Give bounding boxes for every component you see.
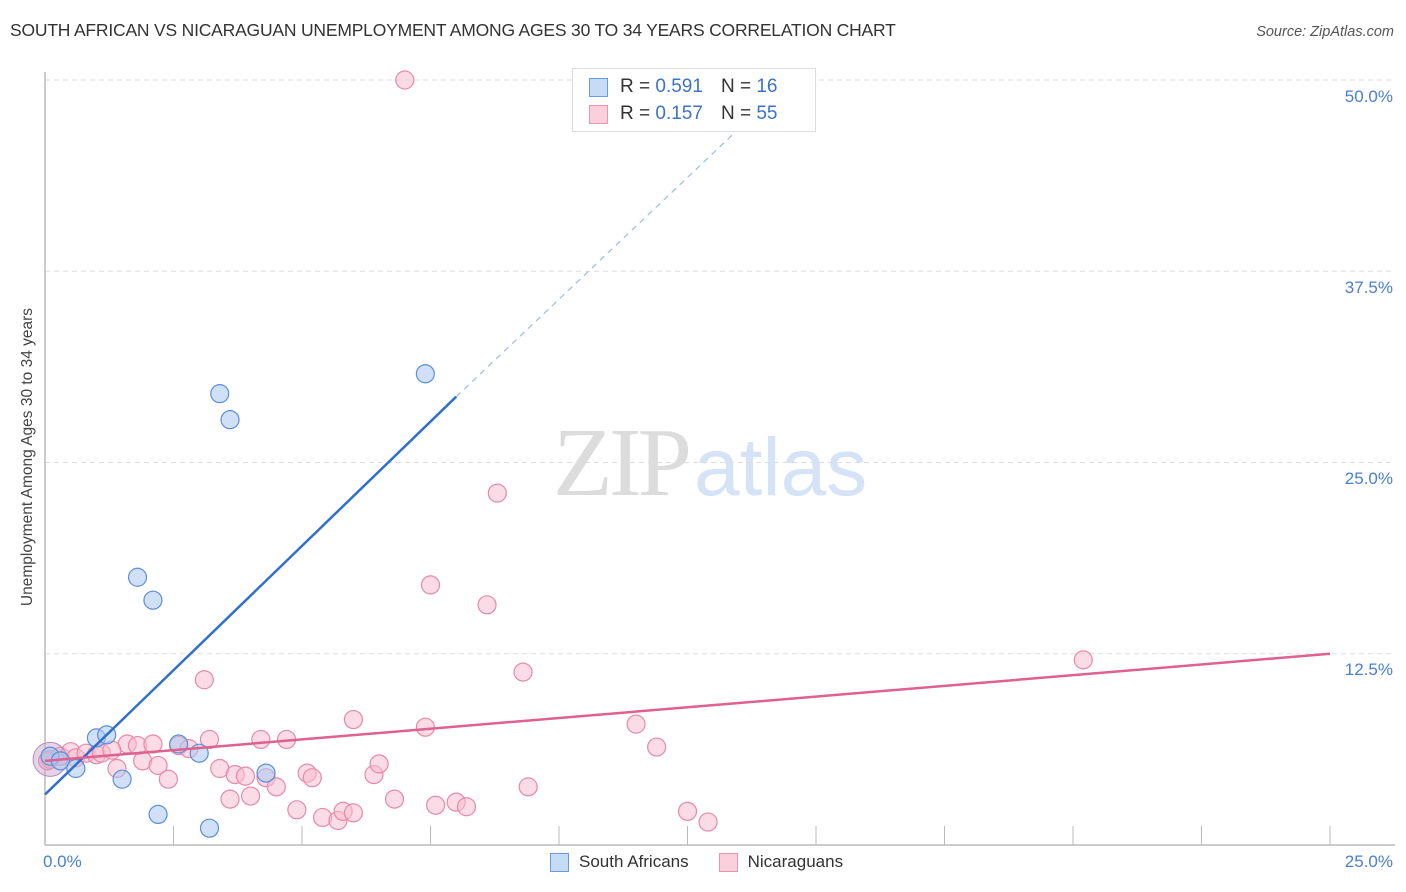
watermark-atlas: atlas — [694, 422, 868, 513]
r-label: R = — [620, 103, 651, 124]
south-africans-points — [40, 364, 435, 838]
y-tick-50: 50.0% — [1344, 87, 1393, 106]
data-point-south-africans[interactable] — [210, 384, 230, 404]
legend-label: Nicaraguans — [747, 852, 844, 871]
data-point-nicaraguans[interactable] — [158, 769, 178, 789]
data-point-nicaraguans[interactable] — [312, 807, 333, 828]
data-point-nicaraguans[interactable] — [199, 729, 220, 750]
data-point-south-africans[interactable] — [199, 818, 220, 838]
data-point-nicaraguans[interactable] — [251, 729, 271, 750]
legend-row-nicaraguans: R = 0.157 N = 55 — [589, 103, 777, 125]
x-tick-0: 0.0% — [43, 852, 82, 871]
data-point-nicaraguans[interactable] — [518, 777, 538, 797]
blue-swatch-icon — [550, 852, 569, 872]
legend-item-nicaraguans[interactable]: Nicaraguans — [718, 852, 844, 872]
data-point-nicaraguans[interactable] — [266, 777, 286, 797]
data-point-nicaraguans[interactable] — [647, 737, 667, 757]
south-africans-trendline — [44, 395, 458, 796]
n-label: N = — [720, 76, 752, 97]
n-label: N = — [720, 103, 752, 124]
data-point-nicaraguans[interactable] — [384, 789, 405, 809]
source-label: Source: ZipAtlas.com — [1256, 24, 1394, 40]
legend-item-south-africans[interactable]: South Africans — [550, 852, 689, 872]
data-point-nicaraguans[interactable] — [698, 812, 718, 832]
x-tick-25: 25.0% — [1344, 852, 1393, 871]
data-point-south-africans[interactable] — [66, 758, 86, 779]
data-point-nicaraguans[interactable] — [235, 766, 256, 786]
data-point-south-africans[interactable] — [415, 364, 435, 384]
y-tick-37-5: 37.5% — [1344, 278, 1393, 297]
blue-swatch-icon — [589, 77, 608, 97]
pink-swatch-icon — [589, 104, 608, 124]
r-value: 0.591 — [655, 76, 703, 97]
nicaraguans-trendline — [44, 652, 1331, 763]
r-label: R = — [620, 76, 651, 97]
pink-swatch-icon — [718, 852, 738, 872]
data-point-south-africans[interactable] — [112, 769, 132, 789]
chart-title: SOUTH AFRICAN VS NICARAGUAN UNEMPLOYMENT… — [10, 20, 896, 40]
correlation-legend: R = 0.591 N = 16 R = 0.157 N = 55 — [572, 68, 816, 132]
data-point-nicaraguans[interactable] — [477, 595, 497, 615]
data-point-nicaraguans[interactable] — [456, 797, 477, 817]
data-point-nicaraguans[interactable] — [220, 789, 240, 809]
r-value: 0.157 — [655, 103, 703, 124]
y-axis-label: Unemployment Among Ages 30 to 34 years — [19, 307, 36, 607]
data-point-nicaraguans[interactable] — [343, 803, 363, 823]
data-point-nicaraguans[interactable] — [677, 801, 698, 821]
data-point-nicaraguans[interactable] — [369, 754, 389, 774]
data-point-nicaraguans[interactable] — [148, 755, 168, 776]
y-tick-25: 25.0% — [1344, 469, 1393, 488]
data-point-nicaraguans[interactable] — [194, 670, 214, 690]
trendlines — [44, 79, 1331, 796]
n-value: 16 — [756, 76, 778, 97]
legend-row-south-africans: R = 0.591 N = 16 — [589, 76, 777, 98]
data-point-south-africans[interactable] — [256, 763, 276, 783]
data-point-nicaraguans[interactable] — [487, 483, 507, 503]
data-point-nicaraguans[interactable] — [513, 662, 533, 682]
data-point-nicaraguans[interactable] — [426, 795, 446, 815]
y-tick-12-5: 12.5% — [1344, 660, 1393, 679]
data-point-nicaraguans[interactable] — [1073, 650, 1093, 670]
series-legend: South Africans Nicaraguans — [550, 852, 873, 872]
gridlines — [45, 79, 1395, 655]
data-point-south-africans[interactable] — [143, 590, 163, 610]
data-point-nicaraguans[interactable] — [420, 575, 441, 595]
axes — [44, 72, 1395, 846]
data-point-south-africans[interactable] — [127, 567, 148, 587]
data-point-south-africans[interactable] — [220, 410, 240, 430]
n-value: 55 — [756, 103, 778, 124]
data-point-nicaraguans[interactable] — [241, 786, 261, 806]
data-point-nicaraguans[interactable] — [415, 717, 435, 737]
data-point-nicaraguans[interactable] — [302, 768, 322, 788]
data-point-nicaraguans[interactable] — [343, 709, 363, 730]
data-point-nicaraguans[interactable] — [287, 800, 307, 820]
data-point-south-africans[interactable] — [148, 804, 168, 825]
legend-label: South Africans — [579, 852, 689, 871]
data-point-nicaraguans[interactable] — [626, 714, 646, 734]
data-point-nicaraguans[interactable] — [395, 70, 415, 90]
